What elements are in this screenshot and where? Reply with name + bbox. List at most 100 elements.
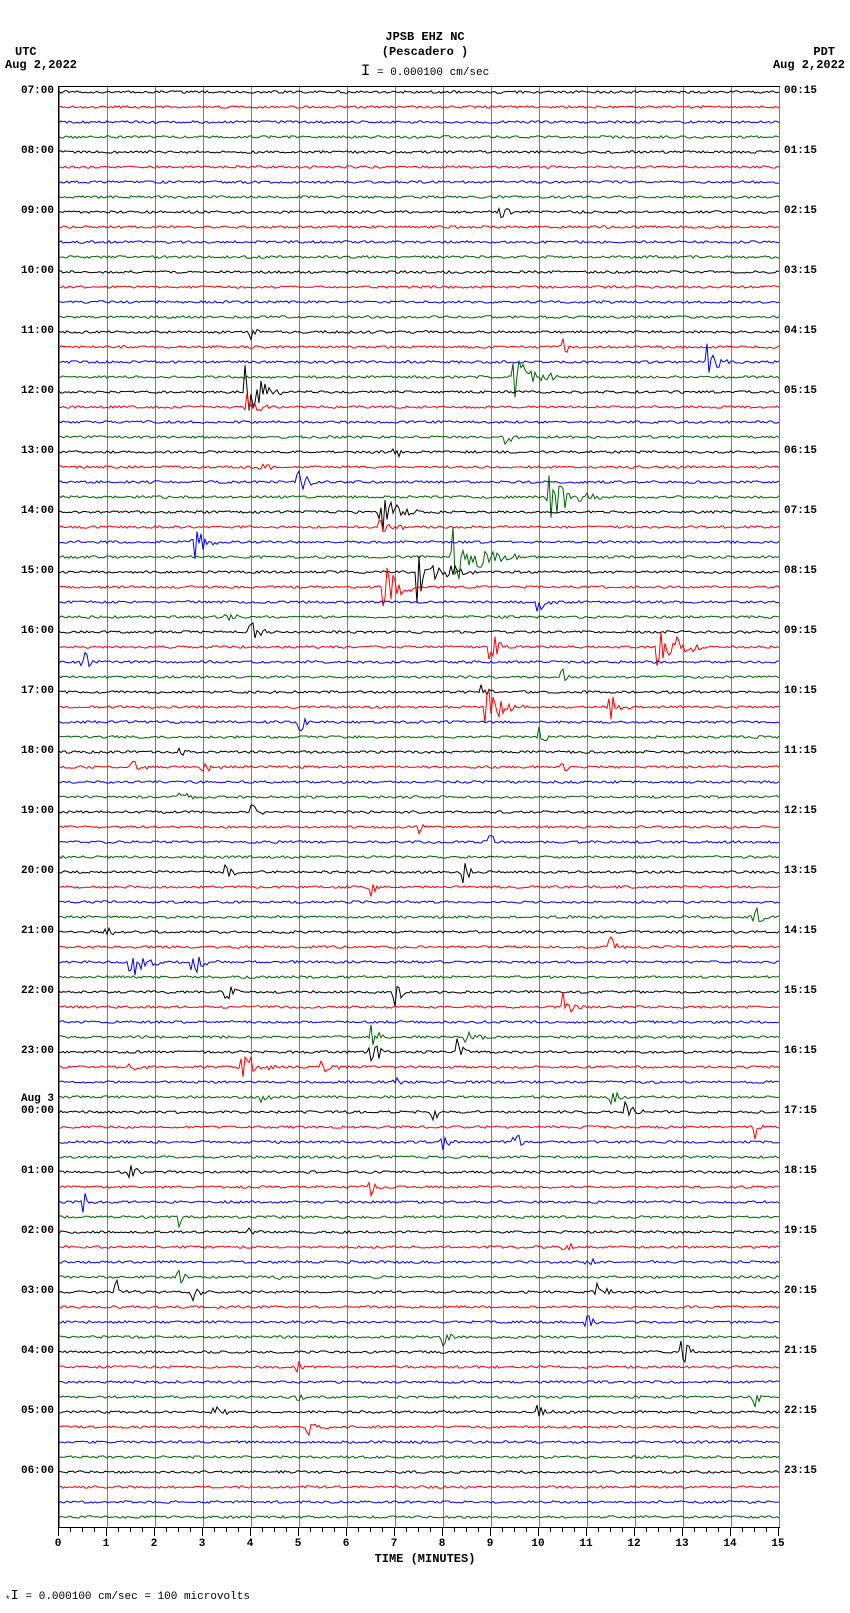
time-label-right: 11:15	[784, 745, 834, 757]
timezone-left: UTC	[15, 45, 37, 59]
time-label-right: 17:15	[784, 1105, 834, 1117]
x-tick-label: 14	[723, 1538, 736, 1550]
time-label-left: 18:00	[4, 745, 54, 757]
x-tick-minor	[82, 1528, 83, 1532]
x-tick-label: 15	[771, 1538, 784, 1550]
x-tick-label: 4	[247, 1538, 254, 1550]
x-tick-minor	[670, 1528, 671, 1532]
x-tick-label: 9	[487, 1538, 494, 1550]
x-tick-minor	[370, 1528, 371, 1532]
x-tick-label: 1	[103, 1538, 110, 1550]
x-tick	[106, 1528, 107, 1536]
x-tick-minor	[718, 1528, 719, 1532]
x-tick-minor	[478, 1528, 479, 1532]
x-tick-minor	[406, 1528, 407, 1532]
day-label-left: Aug 3	[4, 1093, 54, 1105]
x-tick-label: 8	[439, 1538, 446, 1550]
time-label-left: 16:00	[4, 625, 54, 637]
time-label-left: 23:00	[4, 1045, 54, 1057]
x-tick-minor	[178, 1528, 179, 1532]
x-tick-label: 13	[675, 1538, 688, 1550]
time-label-right: 16:15	[784, 1045, 834, 1057]
x-axis-title: TIME (MINUTES)	[0, 1552, 850, 1566]
x-tick	[346, 1528, 347, 1536]
x-tick-minor	[658, 1528, 659, 1532]
x-tick	[778, 1528, 779, 1536]
time-label-right: 19:15	[784, 1225, 834, 1237]
seismic-trace	[59, 1477, 779, 1557]
time-label-right: 07:15	[784, 505, 834, 517]
x-tick-minor	[454, 1528, 455, 1532]
x-tick	[154, 1528, 155, 1536]
time-label-right: 15:15	[784, 985, 834, 997]
seismogram-container: JPSB EHZ NC (Pescadero ) I = 0.000100 cm…	[0, 0, 850, 1613]
x-tick-minor	[526, 1528, 527, 1532]
time-label-right: 02:15	[784, 205, 834, 217]
x-tick-minor	[706, 1528, 707, 1532]
time-label-left: 08:00	[4, 145, 54, 157]
helicorder-plot	[58, 86, 780, 1528]
time-label-right: 10:15	[784, 685, 834, 697]
x-tick-label: 11	[579, 1538, 592, 1550]
time-label-left: 21:00	[4, 925, 54, 937]
time-label-right: 09:15	[784, 625, 834, 637]
time-label-left: 07:00	[4, 85, 54, 97]
x-tick-minor	[166, 1528, 167, 1532]
x-tick-minor	[94, 1528, 95, 1532]
x-tick-minor	[358, 1528, 359, 1532]
x-tick-minor	[262, 1528, 263, 1532]
time-label-left: 22:00	[4, 985, 54, 997]
x-tick-minor	[70, 1528, 71, 1532]
x-tick-minor	[274, 1528, 275, 1532]
x-tick-minor	[646, 1528, 647, 1532]
time-label-left: 14:00	[4, 505, 54, 517]
time-label-right: 18:15	[784, 1165, 834, 1177]
x-tick-minor	[226, 1528, 227, 1532]
x-tick-minor	[142, 1528, 143, 1532]
footer-text: = 0.000100 cm/sec = 100 microvolts	[26, 1591, 250, 1603]
x-tick-minor	[418, 1528, 419, 1532]
time-label-left: 12:00	[4, 385, 54, 397]
x-tick-minor	[766, 1528, 767, 1532]
x-tick	[586, 1528, 587, 1536]
x-tick-label: 0	[55, 1538, 62, 1550]
x-tick-minor	[334, 1528, 335, 1532]
x-tick-minor	[610, 1528, 611, 1532]
x-tick	[58, 1528, 59, 1536]
x-tick	[250, 1528, 251, 1536]
date-right: Aug 2,2022	[773, 58, 845, 72]
time-label-right: 08:15	[784, 565, 834, 577]
time-label-left: 00:00	[4, 1105, 54, 1117]
x-tick-label: 7	[391, 1538, 398, 1550]
time-label-left: 06:00	[4, 1465, 54, 1477]
time-label-right: 06:15	[784, 445, 834, 457]
time-label-right: 13:15	[784, 865, 834, 877]
x-tick-minor	[598, 1528, 599, 1532]
time-label-right: 04:15	[784, 325, 834, 337]
x-tick-minor	[382, 1528, 383, 1532]
x-tick-minor	[574, 1528, 575, 1532]
x-tick-label: 12	[627, 1538, 640, 1550]
time-label-left: 20:00	[4, 865, 54, 877]
time-label-left: 02:00	[4, 1225, 54, 1237]
x-tick	[682, 1528, 683, 1536]
time-label-right: 00:15	[784, 85, 834, 97]
x-tick-minor	[118, 1528, 119, 1532]
x-tick-label: 10	[531, 1538, 544, 1550]
x-tick-label: 3	[199, 1538, 206, 1550]
x-tick	[442, 1528, 443, 1536]
x-tick	[202, 1528, 203, 1536]
time-label-left: 11:00	[4, 325, 54, 337]
x-tick-minor	[742, 1528, 743, 1532]
time-label-right: 21:15	[784, 1345, 834, 1357]
x-tick-minor	[214, 1528, 215, 1532]
time-label-left: 15:00	[4, 565, 54, 577]
x-tick-minor	[466, 1528, 467, 1532]
x-tick-minor	[622, 1528, 623, 1532]
station-code: JPSB EHZ NC	[0, 30, 850, 44]
x-tick-minor	[430, 1528, 431, 1532]
timezone-right: PDT	[813, 45, 835, 59]
x-tick-minor	[286, 1528, 287, 1532]
x-tick-minor	[550, 1528, 551, 1532]
time-label-right: 03:15	[784, 265, 834, 277]
